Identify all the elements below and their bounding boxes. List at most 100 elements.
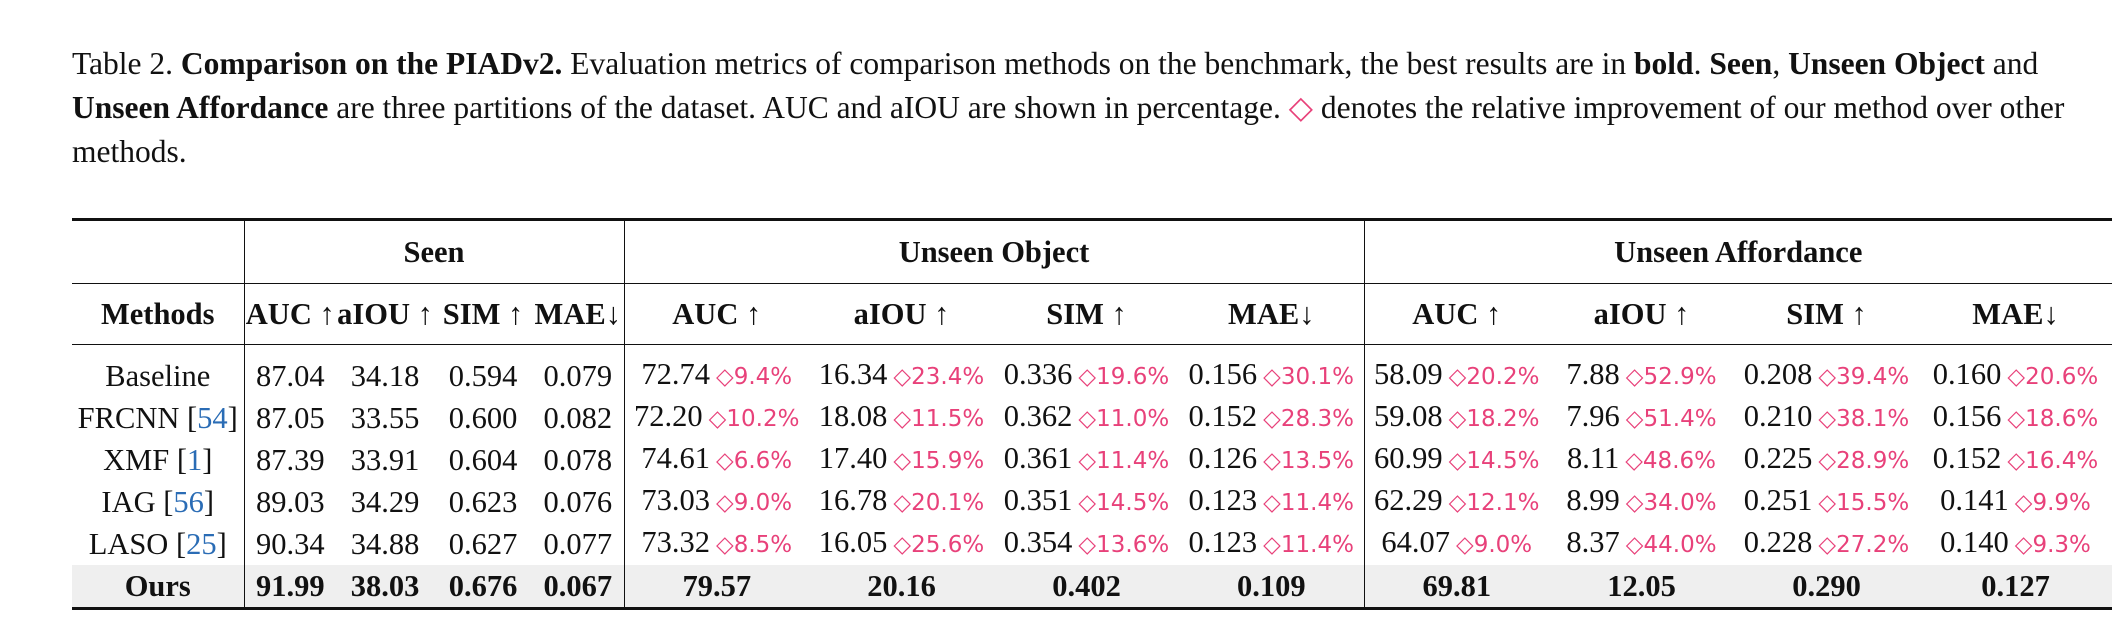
- cell: 0.152 ◇28.3%: [1188, 399, 1354, 433]
- improvement-badge: ◇52.9%: [1625, 364, 1717, 390]
- improvement-badge: ◇23.4%: [893, 364, 985, 390]
- metric-header-auc: AUC ↑: [1363, 283, 1549, 345]
- cell: 16.05 ◇25.6%: [818, 525, 985, 559]
- improvement-badge: ◇9.4%: [716, 364, 793, 390]
- improvement-badge: ◇8.5%: [716, 532, 793, 558]
- improvement-badge: ◇12.1%: [1448, 490, 1540, 516]
- improvement-badge: ◇25.6%: [893, 532, 985, 558]
- cell: 17.40 ◇15.9%: [818, 441, 985, 475]
- cell: 16.34 ◇23.4%: [818, 357, 985, 391]
- caption-text: .: [1693, 46, 1710, 81]
- improvement-badge: ◇34.0%: [1625, 490, 1717, 516]
- cell: 38.03: [336, 565, 434, 610]
- group-header-unseen-object: Unseen Object: [623, 218, 1364, 284]
- group-header-unseen-affordance: Unseen Affordance: [1363, 218, 2112, 284]
- diamond-icon: ◇: [1288, 90, 1313, 125]
- citation-link[interactable]: 1: [186, 442, 203, 477]
- improvement-badge: ◇13.5%: [1263, 448, 1354, 474]
- cell: 0.079: [543, 358, 613, 393]
- caption-seen: Seen: [1709, 46, 1773, 81]
- cell: 69.81: [1363, 565, 1549, 610]
- cell: 0.156 ◇18.6%: [1932, 399, 2099, 433]
- cell: 79.57: [623, 565, 809, 610]
- improvement-badge: ◇15.9%: [893, 448, 985, 474]
- improvement-badge: ◇44.0%: [1625, 532, 1717, 558]
- cell: 62.29 ◇12.1%: [1363, 481, 1549, 523]
- cell: 0.402: [994, 565, 1179, 610]
- improvement-badge: ◇20.6%: [2007, 364, 2099, 390]
- method-name: IAG [56]: [101, 484, 215, 519]
- cell: 0.354 ◇13.6%: [1003, 525, 1170, 559]
- table-row: FRCNN [54] 87.05 33.55 0.600 0.082 72.20…: [72, 397, 2112, 439]
- improvement-badge: ◇38.1%: [1818, 406, 1910, 432]
- cell: 0.600: [448, 400, 518, 435]
- metric-header-mae: MAE↓: [532, 283, 624, 345]
- table-row: XMF [1] 87.39 33.91 0.604 0.078 74.61 ◇6.…: [72, 439, 2112, 481]
- cell: 0.208 ◇39.4%: [1743, 357, 1910, 391]
- cell: 33.91: [350, 442, 420, 477]
- improvement-badge: ◇28.3%: [1263, 406, 1354, 432]
- empty-header-cell: [72, 218, 244, 284]
- cell: 91.99: [243, 565, 336, 610]
- improvement-badge: ◇11.4%: [1078, 448, 1170, 474]
- cell: 8.11 ◇48.6%: [1566, 441, 1716, 475]
- caption-title: Comparison on the PIADv2.: [180, 46, 563, 81]
- group-header-row: Seen Unseen Object Unseen Affordance: [72, 218, 2112, 284]
- cell: 0.160 ◇20.6%: [1932, 357, 2099, 391]
- cell: 72.20 ◇10.2%: [623, 397, 809, 439]
- cell: 60.99 ◇14.5%: [1363, 439, 1549, 481]
- cell: 7.88 ◇52.9%: [1566, 357, 1717, 391]
- citation-link[interactable]: 25: [186, 526, 217, 561]
- citation-link[interactable]: 54: [197, 400, 228, 435]
- cell: 73.03 ◇9.0%: [623, 481, 809, 523]
- improvement-badge: ◇30.1%: [1263, 364, 1354, 390]
- caption-unseen-object: Unseen Object: [1788, 46, 1985, 81]
- caption-text: are three partitions of the dataset. AUC…: [328, 90, 1289, 125]
- caption-text: and: [1984, 46, 2039, 81]
- improvement-badge: ◇39.4%: [1818, 364, 1910, 390]
- table-row: IAG [56] 89.03 34.29 0.623 0.076 73.03 ◇9…: [72, 481, 2112, 523]
- cell: 58.09 ◇20.2%: [1363, 344, 1549, 397]
- table-row: Baseline 87.04 34.18 0.594 0.079 72.74 ◇9…: [72, 344, 2112, 397]
- citation-link[interactable]: 56: [173, 484, 204, 519]
- methods-header: Methods: [72, 283, 244, 345]
- cell: 74.61 ◇6.6%: [623, 439, 809, 481]
- caption-bold-word: bold: [1634, 46, 1694, 81]
- improvement-badge: ◇19.6%: [1078, 364, 1170, 390]
- cell: 0.123 ◇11.4%: [1188, 525, 1354, 559]
- metric-header-auc: AUC ↑: [243, 283, 336, 345]
- cell: 90.34: [243, 523, 336, 565]
- ours-row: Ours 91.99 38.03 0.676 0.067 79.57 20.16…: [72, 565, 2112, 610]
- improvement-badge: ◇18.2%: [1448, 406, 1540, 432]
- cell: 87.05: [243, 397, 336, 439]
- cell: 34.18: [350, 358, 420, 393]
- improvement-badge: ◇11.5%: [893, 406, 985, 432]
- improvement-badge: ◇9.0%: [1456, 532, 1533, 558]
- method-name: LASO [25]: [88, 526, 227, 561]
- metric-header-mae: MAE↓: [1179, 283, 1364, 345]
- cell: 33.55: [350, 400, 420, 435]
- cell: 0.290: [1734, 565, 1919, 610]
- table-caption: Table 2. Comparison on the PIADv2. Evalu…: [72, 42, 2112, 174]
- cell: 0.676: [434, 565, 532, 610]
- cell: 0.067: [532, 565, 624, 610]
- cell: 0.362 ◇11.0%: [1003, 399, 1170, 433]
- cell: 34.88: [350, 526, 420, 561]
- improvement-badge: ◇13.6%: [1078, 532, 1170, 558]
- improvement-badge: ◇28.9%: [1818, 448, 1910, 474]
- caption-text: ,: [1772, 46, 1781, 81]
- cell: 16.78 ◇20.1%: [818, 483, 985, 517]
- caption-prefix: Table 2.: [72, 46, 174, 81]
- improvement-badge: ◇9.9%: [2014, 490, 2091, 516]
- cell: 0.623: [448, 484, 518, 519]
- cell: 89.03: [243, 481, 336, 523]
- metric-header-sim: SIM ↑: [434, 283, 532, 345]
- cell: 0.109: [1179, 565, 1364, 610]
- caption-text: Evaluation metrics of comparison methods…: [562, 46, 1635, 81]
- cell: 0.082: [543, 400, 613, 435]
- cell: 0.077: [543, 526, 613, 561]
- improvement-badge: ◇11.4%: [1263, 490, 1354, 516]
- cell: 0.127: [1919, 565, 2112, 610]
- cell: 0.225 ◇28.9%: [1743, 441, 1910, 475]
- improvement-badge: ◇14.5%: [1448, 448, 1540, 474]
